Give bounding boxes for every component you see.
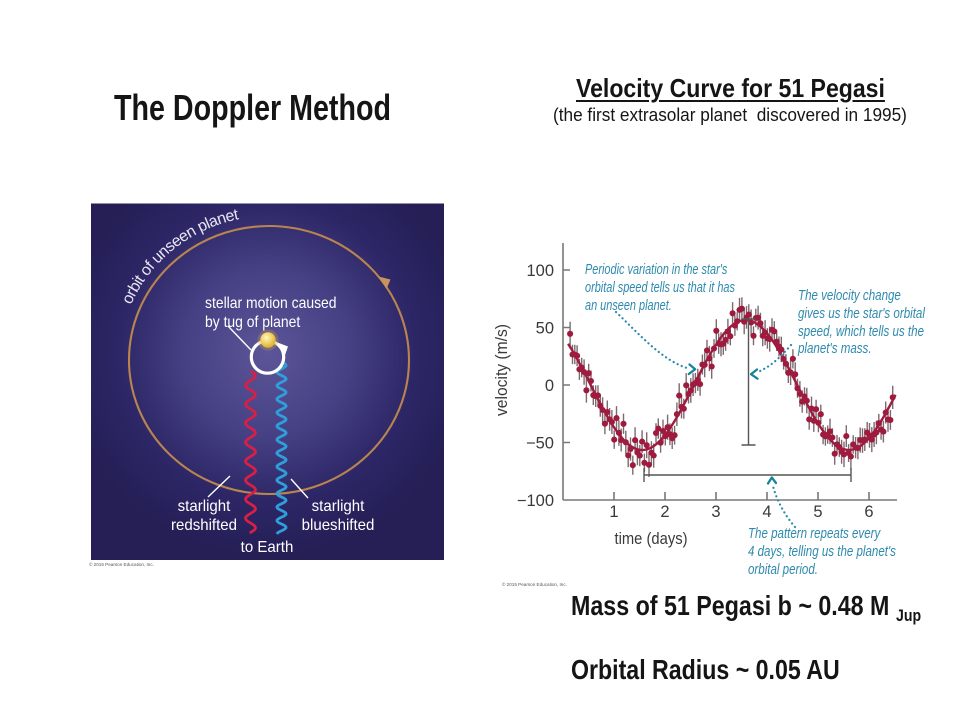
svg-text:time (days): time (days) <box>615 530 688 548</box>
svg-text:−100: −100 <box>517 492 554 510</box>
svg-text:1: 1 <box>609 503 618 521</box>
svg-text:6: 6 <box>864 503 873 521</box>
svg-text:50: 50 <box>536 320 554 338</box>
svg-text:0: 0 <box>545 377 554 395</box>
svg-text:2: 2 <box>660 503 669 521</box>
svg-text:3: 3 <box>711 503 720 521</box>
svg-text:4: 4 <box>762 503 771 521</box>
svg-text:5: 5 <box>813 503 822 521</box>
svg-text:−50: −50 <box>526 435 554 453</box>
svg-text:velocity (m/s): velocity (m/s) <box>493 324 511 416</box>
svg-text:100: 100 <box>526 262 554 280</box>
